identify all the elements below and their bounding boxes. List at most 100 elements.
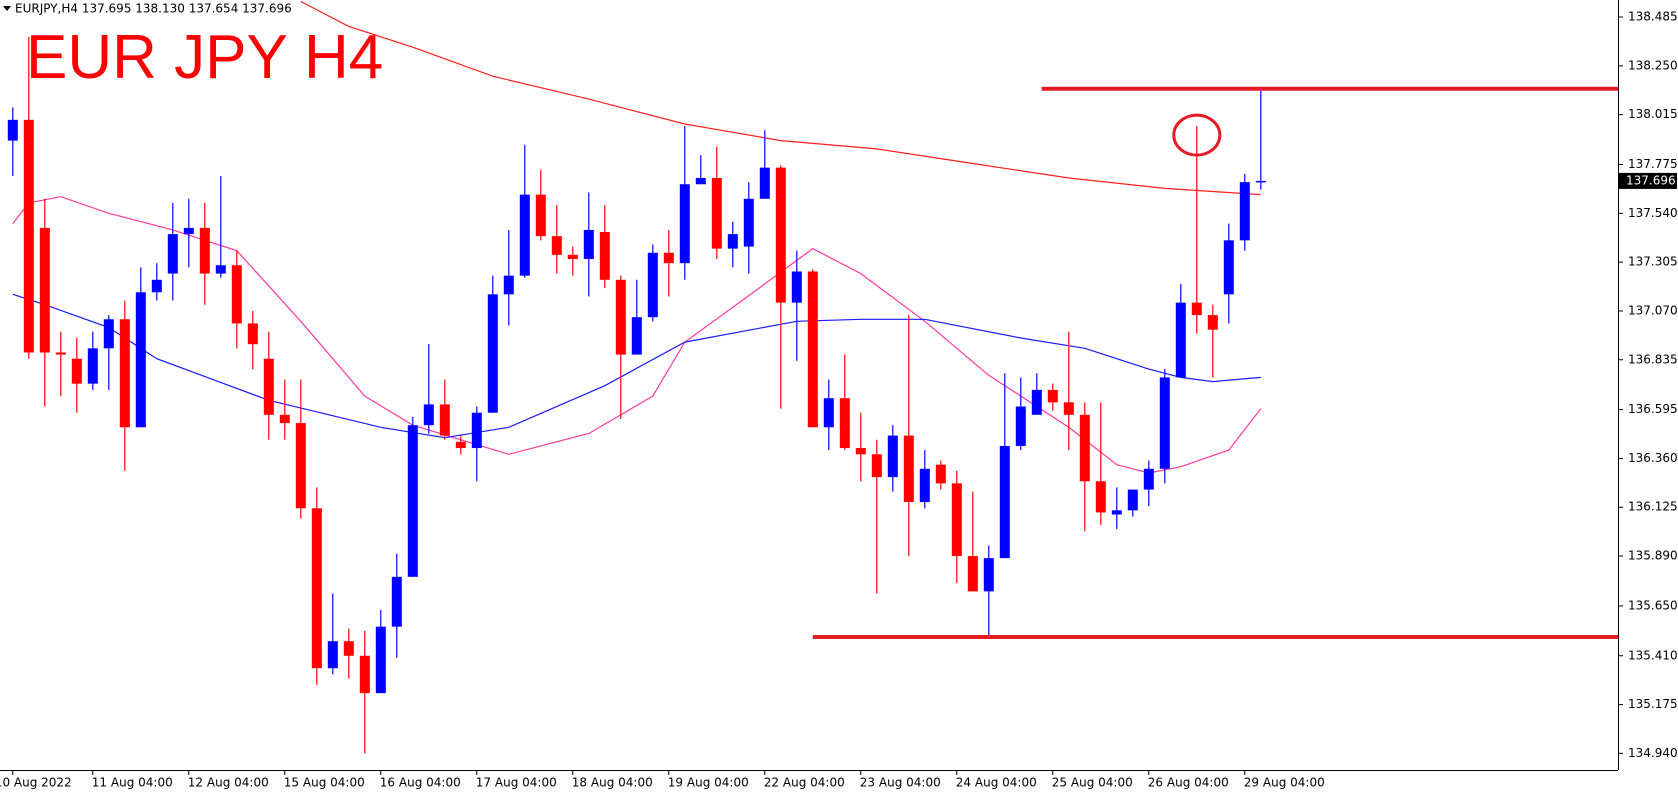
candle-body	[87, 348, 98, 384]
y-tick-label: 138.485	[1628, 10, 1678, 24]
y-tick-label: 134.940	[1628, 746, 1678, 760]
x-tick-label: 10 Aug 2022	[0, 776, 72, 790]
candle-body	[743, 198, 754, 247]
candle-body	[999, 445, 1010, 559]
y-tick-label: 135.650	[1628, 598, 1678, 612]
candle-body	[1223, 240, 1234, 295]
candle-body	[343, 641, 354, 656]
candle-body	[103, 319, 114, 349]
moving-average	[300, 0, 1261, 196]
moving-average	[12, 293, 1261, 439]
candle-body	[935, 464, 946, 484]
candle-body	[663, 252, 674, 264]
moving-average	[12, 196, 1262, 474]
candle-body	[535, 194, 546, 237]
candle-body	[215, 265, 226, 274]
candle-body	[791, 271, 802, 303]
candle-body	[327, 641, 338, 669]
candle-body	[1143, 468, 1154, 490]
candle-body	[1031, 389, 1042, 415]
x-tick-label: 22 Aug 04:00	[764, 776, 845, 790]
candle-body	[391, 576, 402, 627]
candle-body	[119, 319, 130, 428]
x-tick-label: 12 Aug 04:00	[188, 776, 269, 790]
y-tick-label: 137.305	[1628, 255, 1678, 269]
candle-body	[1207, 315, 1218, 330]
candle-body	[919, 468, 930, 503]
candle-body	[23, 119, 34, 353]
candle-body	[615, 279, 626, 355]
candle-body	[471, 412, 482, 449]
candle-body	[135, 292, 146, 428]
y-tick-label: 136.360	[1628, 451, 1678, 465]
candle-body	[871, 454, 882, 478]
candle-body	[519, 194, 530, 276]
candle-body	[455, 441, 466, 449]
y-tick-label: 138.015	[1628, 107, 1678, 121]
x-tick-label: 26 Aug 04:00	[1148, 776, 1229, 790]
candle-body	[263, 358, 274, 415]
candle-body	[311, 508, 322, 669]
x-tick-label: 19 Aug 04:00	[668, 776, 749, 790]
y-tick-label: 138.250	[1628, 58, 1678, 72]
candle-body	[887, 435, 898, 478]
candle-body	[631, 317, 642, 355]
candle-body	[967, 556, 978, 592]
candle-body	[407, 425, 418, 577]
candle-body	[279, 414, 290, 424]
candle-body	[679, 184, 690, 264]
highlight-circle	[1172, 113, 1222, 157]
candle-body	[1127, 489, 1138, 511]
candle-body	[183, 227, 194, 235]
chart-title: EUR JPY H4	[26, 23, 383, 92]
x-tick-label: 25 Aug 04:00	[1052, 776, 1133, 790]
y-tick-label: 135.410	[1628, 648, 1678, 662]
candle-body	[807, 271, 818, 428]
x-tick-label: 17 Aug 04:00	[476, 776, 557, 790]
y-tick-label: 136.835	[1628, 352, 1678, 366]
candle-body	[775, 167, 786, 303]
candle-body	[567, 254, 578, 260]
candle-body	[1079, 414, 1090, 482]
y-tick-label: 135.890	[1628, 549, 1678, 563]
y-tick-label: 137.775	[1628, 157, 1678, 171]
y-tick-label: 136.125	[1628, 500, 1678, 514]
candle-body	[1175, 302, 1186, 378]
candle-body	[1047, 389, 1058, 403]
candle-body	[839, 398, 850, 449]
candle-body	[7, 119, 18, 141]
candle-body	[423, 404, 434, 426]
candle-body	[599, 232, 610, 280]
candle-body	[951, 483, 962, 557]
candle-body	[151, 279, 162, 293]
candle-body	[711, 178, 722, 249]
candle-body	[647, 252, 658, 318]
candle-body	[583, 229, 594, 260]
candle-body	[71, 358, 82, 384]
x-tick-label: 11 Aug 04:00	[92, 776, 173, 790]
candle-body	[823, 398, 834, 428]
candle-body	[167, 234, 178, 274]
candle-body	[695, 178, 706, 185]
y-tick-label: 137.540	[1628, 206, 1678, 220]
candle-body	[39, 227, 50, 353]
x-tick-label: 18 Aug 04:00	[572, 776, 653, 790]
menu-triangle[interactable]	[3, 6, 11, 11]
candle-body	[903, 435, 914, 503]
y-tick-label: 136.595	[1628, 402, 1678, 416]
y-tick-label: 135.175	[1628, 697, 1678, 711]
candle-body	[1159, 377, 1170, 469]
x-tick-label: 16 Aug 04:00	[380, 776, 461, 790]
candle-body	[551, 236, 562, 255]
candle-body	[55, 352, 66, 355]
candle-body	[375, 626, 386, 694]
candle-body	[1015, 406, 1026, 446]
candle-body	[295, 423, 306, 509]
candle-body	[439, 404, 450, 436]
candle-body	[759, 167, 770, 199]
candle-body	[1255, 180, 1266, 183]
x-tick-label: 29 Aug 04:00	[1244, 776, 1325, 790]
candle-body	[983, 558, 994, 592]
candle-body	[727, 234, 738, 249]
